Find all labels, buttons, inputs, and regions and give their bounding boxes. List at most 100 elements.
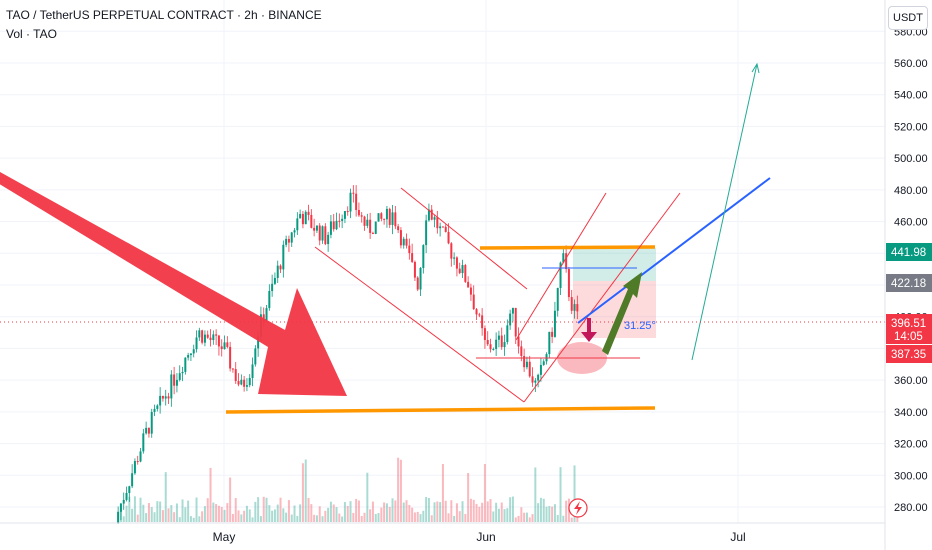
volume-bar (159, 501, 162, 522)
candle (369, 212, 372, 239)
candle (192, 344, 195, 358)
volume-bar (332, 504, 335, 522)
volume-legend[interactable]: Vol · TAO (6, 27, 57, 41)
volume-bar (436, 501, 439, 522)
volume-bar (251, 517, 254, 522)
candle (243, 375, 246, 392)
candle (145, 421, 148, 435)
volume-bar (363, 512, 366, 522)
volume-bar (553, 504, 556, 522)
candle (273, 272, 276, 285)
candle (363, 215, 366, 231)
volume-bar (184, 507, 187, 522)
volume-bar (338, 513, 341, 522)
support-line (225, 406, 656, 414)
volume-bar (411, 507, 414, 522)
symbol-title[interactable]: TAO / TetherUS PERPETUAL CONTRACT · 2h ·… (6, 8, 322, 22)
candle (220, 339, 223, 357)
volume-bar (427, 497, 430, 522)
volume-bar (441, 463, 444, 522)
volume-bar (173, 512, 176, 522)
time-axis[interactable]: May Jun Jul (213, 530, 746, 544)
currency-button[interactable]: USDT (888, 6, 928, 30)
volume-bar (548, 506, 551, 522)
candle (173, 366, 176, 395)
volume-bar (215, 504, 218, 522)
volume-bar (198, 516, 201, 522)
candle (279, 264, 282, 273)
candle (478, 312, 481, 318)
candle (441, 226, 444, 228)
volume-bar (534, 467, 537, 522)
candle (472, 285, 475, 310)
candle (133, 458, 136, 475)
candle (237, 373, 240, 387)
volume-bar (262, 496, 265, 522)
candle (416, 276, 419, 292)
candle (511, 307, 514, 322)
candle (318, 223, 321, 246)
candle (338, 213, 341, 228)
volume-bar (145, 513, 148, 522)
candle (405, 233, 408, 249)
candle (313, 218, 316, 237)
volume-bar (419, 514, 422, 522)
candle (388, 207, 391, 229)
candle (156, 404, 159, 412)
candle (341, 214, 344, 229)
candle (453, 252, 456, 266)
volume-bar (178, 517, 181, 522)
candle (198, 327, 201, 341)
volume-bar (573, 465, 576, 522)
candle (231, 368, 234, 373)
candle (360, 212, 363, 223)
red-down-arrow (581, 318, 597, 342)
candle (304, 210, 307, 225)
candle (327, 231, 330, 252)
volume-bar (170, 505, 173, 522)
price-tick-340: 340.00 (894, 407, 928, 419)
candle (506, 319, 509, 345)
candle (444, 224, 447, 233)
volume-bar (156, 501, 159, 522)
price-axis[interactable]: 280.00300.00320.00340.00360.00380.00400.… (894, 26, 928, 514)
volume-bar (483, 463, 486, 522)
candle (551, 327, 554, 344)
candle (299, 209, 302, 219)
candle (310, 209, 313, 229)
candle (556, 287, 559, 317)
volume-bar (313, 514, 316, 522)
candle (548, 331, 551, 359)
candle (153, 404, 156, 417)
volume-bar (481, 502, 484, 522)
volume-bar (408, 504, 411, 522)
candle (469, 283, 472, 301)
volume-bar (195, 497, 198, 522)
volume-bar (562, 515, 565, 522)
svg-text:422.18: 422.18 (891, 278, 926, 290)
candle (150, 408, 153, 438)
candle (357, 202, 360, 217)
angle-label: 31.25° (624, 320, 656, 332)
price-tick-280: 280.00 (894, 502, 928, 514)
candle (567, 266, 570, 302)
volume-bar (559, 467, 562, 522)
volume-bar (489, 499, 492, 522)
lightning-icon[interactable] (568, 498, 588, 518)
volume-bar (450, 500, 453, 522)
candle (234, 362, 237, 384)
volume-bar (122, 516, 125, 522)
candle (301, 211, 304, 229)
candle (128, 485, 131, 502)
volume-bar (142, 504, 145, 522)
blue-trend-line (577, 177, 771, 324)
volume-bar (461, 501, 464, 522)
candle (528, 355, 531, 378)
volume-bar (175, 503, 178, 522)
volume-bar (371, 501, 374, 522)
candle (343, 211, 346, 224)
large-red-arrow (0, 172, 347, 396)
candle (271, 274, 274, 297)
volume-bar (439, 502, 442, 522)
